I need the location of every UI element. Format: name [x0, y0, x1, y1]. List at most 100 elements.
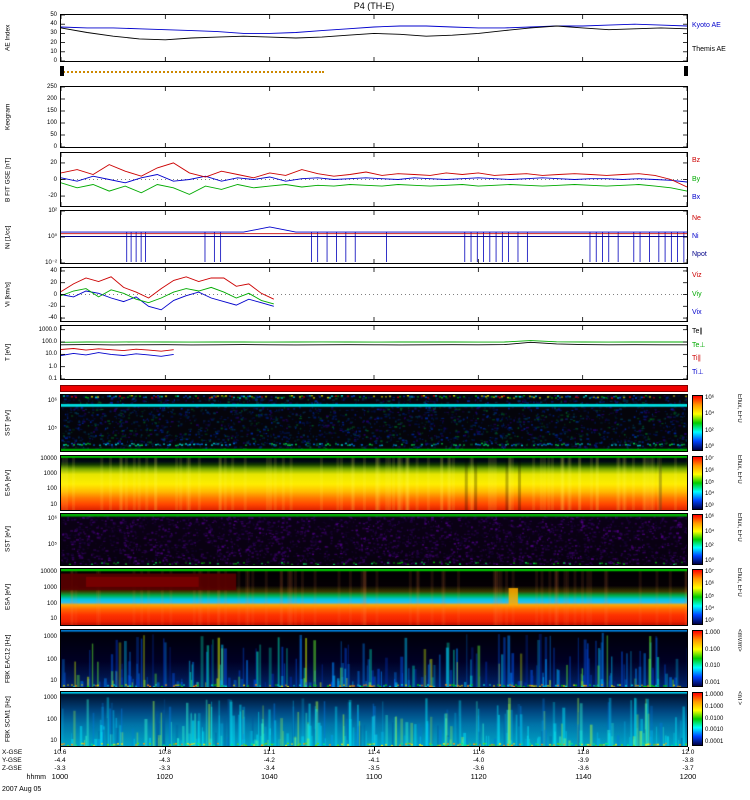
ephemeris-value: -3.3 — [54, 765, 66, 772]
series-label-Viz: Viz — [692, 272, 702, 280]
date-label: 2007 Aug 05 — [2, 786, 42, 793]
axis-label-temp: T [eV] — [4, 343, 12, 362]
x-major-tick — [688, 747, 689, 751]
series-label-Vix: Vix — [692, 308, 702, 316]
series-Bx — [61, 174, 687, 184]
flag-bar — [60, 385, 688, 392]
panel-velocity — [60, 267, 688, 322]
x-major-tick — [269, 747, 271, 751]
panel-b-fit — [60, 152, 688, 207]
spectrogram-ssti — [61, 395, 687, 451]
ytick-esae: 100 — [46, 600, 57, 607]
ytick-fbkb: 100 — [46, 717, 57, 724]
colorbar-fbkb — [692, 692, 703, 746]
ytick-sste: 10⁵ — [47, 541, 57, 548]
ytick-keo: 150 — [46, 108, 57, 114]
x-major-tick — [583, 747, 585, 751]
series-Ti_perp — [61, 352, 174, 357]
ephemeris-value: -3.9 — [577, 757, 589, 764]
line-plot-vi — [61, 268, 687, 321]
ytick-ae: 40 — [50, 21, 57, 28]
ytick-sste: 10⁶ — [47, 516, 57, 523]
colorbar-title: <mV/m> — [736, 629, 742, 652]
colorbar-tick: 0.1000 — [705, 703, 724, 710]
series-label-Viy: Viy — [692, 290, 702, 298]
colorbar-tick: 10⁴ — [705, 491, 715, 498]
ephemeris-value: 10.8 — [158, 749, 171, 756]
time-tick-label: 1140 — [575, 772, 592, 781]
ytick-ssti: 10⁵ — [47, 425, 57, 432]
colorbar-tick: 0.100 — [705, 646, 721, 653]
ephemeris-value: 11.8 — [577, 749, 590, 756]
ytick-ni: 10⁻² — [45, 260, 57, 266]
availability-dashes — [60, 71, 324, 73]
ytick-keo: 0 — [53, 144, 57, 150]
x-major-tick — [164, 747, 166, 751]
ephemeris-row-label: Y-GSE — [2, 757, 22, 764]
spectrogram-esae — [61, 569, 687, 625]
ytick-esai: 100 — [46, 486, 57, 493]
colorbar-tick: 10⁴ — [705, 605, 715, 612]
ytick-vi: -20 — [48, 303, 57, 310]
strip-left-mark — [60, 66, 64, 76]
ephemeris-value: 11.1 — [263, 749, 276, 756]
spectrogram-sste — [61, 514, 687, 565]
colorbar-tick: 10⁶ — [705, 395, 715, 401]
ytick-keo: 100 — [46, 120, 57, 126]
panel-ae-index — [60, 14, 688, 62]
time-tick-label: 1000 — [51, 772, 69, 781]
ytick-esai: 10000 — [40, 456, 57, 463]
ephemeris-value: 12.0 — [681, 749, 695, 756]
colorbar-tick: 10⁶ — [705, 514, 715, 520]
time-tick-label: 1200 — [679, 772, 697, 781]
ytick-temp: 1000.0 — [38, 326, 57, 333]
colorbar-tick: 1.0000 — [705, 692, 724, 698]
colorbar-tick: 10² — [705, 427, 714, 434]
ytick-ae: 20 — [50, 39, 57, 46]
x-major-tick — [374, 747, 375, 751]
ephemeris-value: -4.0 — [473, 757, 485, 764]
axis-label-vi: Vi [km/s] — [4, 282, 12, 307]
panel-fbk-efield — [60, 629, 688, 688]
plot-title: P4 (TH-E) — [353, 1, 395, 11]
ytick-ni: 10² — [48, 208, 57, 214]
ytick-esai: 1000 — [43, 471, 57, 478]
ytick-esae: 1000 — [43, 585, 57, 592]
panel-density — [60, 210, 688, 264]
colorbar-title: Eflux, EFU — [736, 513, 742, 542]
ytick-fbke: 100 — [46, 656, 57, 663]
spectrogram-esai — [61, 456, 687, 510]
ephemeris-value: -4.1 — [368, 757, 380, 764]
axis-label-esae: ESA [eV] — [4, 583, 12, 611]
series-label-Bx: Bx — [692, 193, 701, 201]
series-Ti_par — [61, 348, 174, 352]
ytick-esae: 10000 — [40, 569, 57, 576]
axis-label-fbke: FBK EAC12 [Hz] — [4, 634, 12, 683]
colorbar-tick: 10⁵ — [705, 593, 715, 600]
panel-esa-electrons — [60, 568, 688, 626]
spectrogram-fbke — [61, 630, 687, 687]
series-Ni — [61, 226, 687, 233]
axis-label-esai: ESA [eV] — [4, 469, 12, 497]
panel-keogram — [60, 86, 688, 148]
colorbar-tick: 10² — [705, 543, 714, 550]
colorbar-tick: 0.0001 — [705, 739, 724, 745]
ephemeris-value: -3.8 — [682, 757, 694, 764]
line-plot-bfit — [61, 153, 687, 206]
ytick-fbkb: 10 — [50, 737, 57, 744]
time-axis-label: hhmm — [26, 774, 46, 781]
ephemeris-value: 10.6 — [53, 749, 67, 756]
panel-sst-ions — [60, 394, 688, 452]
colorbar-tick: 0.0100 — [705, 715, 724, 722]
panel-sst-electrons — [60, 513, 688, 566]
spectrogram-fbkb — [61, 692, 687, 746]
series-label-Te: Te∥ — [692, 327, 703, 335]
series-label-Ne: Ne — [692, 215, 701, 222]
series-label-By: By — [692, 175, 701, 183]
ephemeris-value: 11.6 — [472, 749, 485, 756]
colorbar-tick: 10⁷ — [705, 456, 714, 462]
series-By — [61, 182, 687, 195]
time-tick-label: 1100 — [365, 772, 383, 781]
series-label-Te: Te⊥ — [692, 341, 706, 349]
